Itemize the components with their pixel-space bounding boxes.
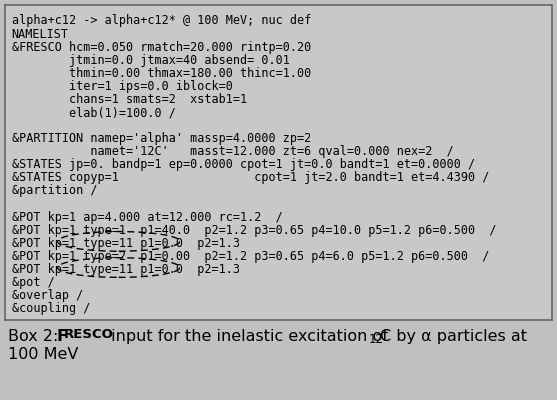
- Text: &POT kp=1 type=2  p1=0.00  p2=1.2 p3=0.65 p4=6.0 p5=1.2 p6=0.500  /: &POT kp=1 type=2 p1=0.00 p2=1.2 p3=0.65 …: [12, 250, 489, 263]
- Text: &POT kp=1 type=1  p1=40.0  p2=1.2 p3=0.65 p4=10.0 p5=1.2 p6=0.500  /: &POT kp=1 type=1 p1=40.0 p2=1.2 p3=0.65 …: [12, 224, 496, 237]
- Text: jtmin=0.0 jtmax=40 absend= 0.01: jtmin=0.0 jtmax=40 absend= 0.01: [12, 54, 290, 67]
- Text: F: F: [56, 330, 67, 344]
- Text: iter=1 ips=0.0 iblock=0: iter=1 ips=0.0 iblock=0: [12, 80, 232, 93]
- Text: elab(1)=100.0 /: elab(1)=100.0 /: [12, 106, 175, 119]
- Text: &POT kp=1 ap=4.000 at=12.000 rc=1.2  /: &POT kp=1 ap=4.000 at=12.000 rc=1.2 /: [12, 211, 282, 224]
- Text: thmin=0.00 thmax=180.00 thinc=1.00: thmin=0.00 thmax=180.00 thinc=1.00: [12, 67, 311, 80]
- Text: input for the inelastic excitation of: input for the inelastic excitation of: [106, 330, 393, 344]
- Text: &partition /: &partition /: [12, 184, 97, 198]
- Text: C by α particles at: C by α particles at: [380, 330, 527, 344]
- Text: &STATES copyp=1                   cpot=1 jt=2.0 bandt=1 et=4.4390 /: &STATES copyp=1 cpot=1 jt=2.0 bandt=1 et…: [12, 172, 489, 184]
- Text: namet='12C'   masst=12.000 zt=6 qval=0.000 nex=2  /: namet='12C' masst=12.000 zt=6 qval=0.000…: [12, 145, 453, 158]
- Text: &coupling /: &coupling /: [12, 302, 90, 315]
- Text: 12: 12: [369, 333, 384, 346]
- Text: &POT kp=1 type=11 p1=0.0  p2=1.3: &POT kp=1 type=11 p1=0.0 p2=1.3: [12, 237, 240, 250]
- Text: alpha+c12 -> alpha+c12* @ 100 MeV; nuc def: alpha+c12 -> alpha+c12* @ 100 MeV; nuc d…: [12, 14, 311, 28]
- Text: NAMELIST: NAMELIST: [12, 28, 69, 40]
- Text: &pot /: &pot /: [12, 276, 55, 289]
- Text: chans=1 smats=2  xstab1=1: chans=1 smats=2 xstab1=1: [12, 93, 247, 106]
- Text: &PARTITION namep='alpha' massp=4.0000 zp=2: &PARTITION namep='alpha' massp=4.0000 zp…: [12, 132, 311, 145]
- Text: &STATES jp=0. bandp=1 ep=0.0000 cpot=1 jt=0.0 bandt=1 et=0.0000 /: &STATES jp=0. bandp=1 ep=0.0000 cpot=1 j…: [12, 158, 475, 171]
- Text: 100 MeV: 100 MeV: [8, 347, 79, 362]
- Text: &POT kp=1 type=11 p1=0.0  p2=1.3: &POT kp=1 type=11 p1=0.0 p2=1.3: [12, 263, 240, 276]
- Text: Box 2:: Box 2:: [8, 330, 62, 344]
- Text: &FRESCO hcm=0.050 rmatch=20.000 rintp=0.20: &FRESCO hcm=0.050 rmatch=20.000 rintp=0.…: [12, 41, 311, 54]
- Text: &overlap /: &overlap /: [12, 289, 83, 302]
- Text: RESCO: RESCO: [64, 328, 114, 341]
